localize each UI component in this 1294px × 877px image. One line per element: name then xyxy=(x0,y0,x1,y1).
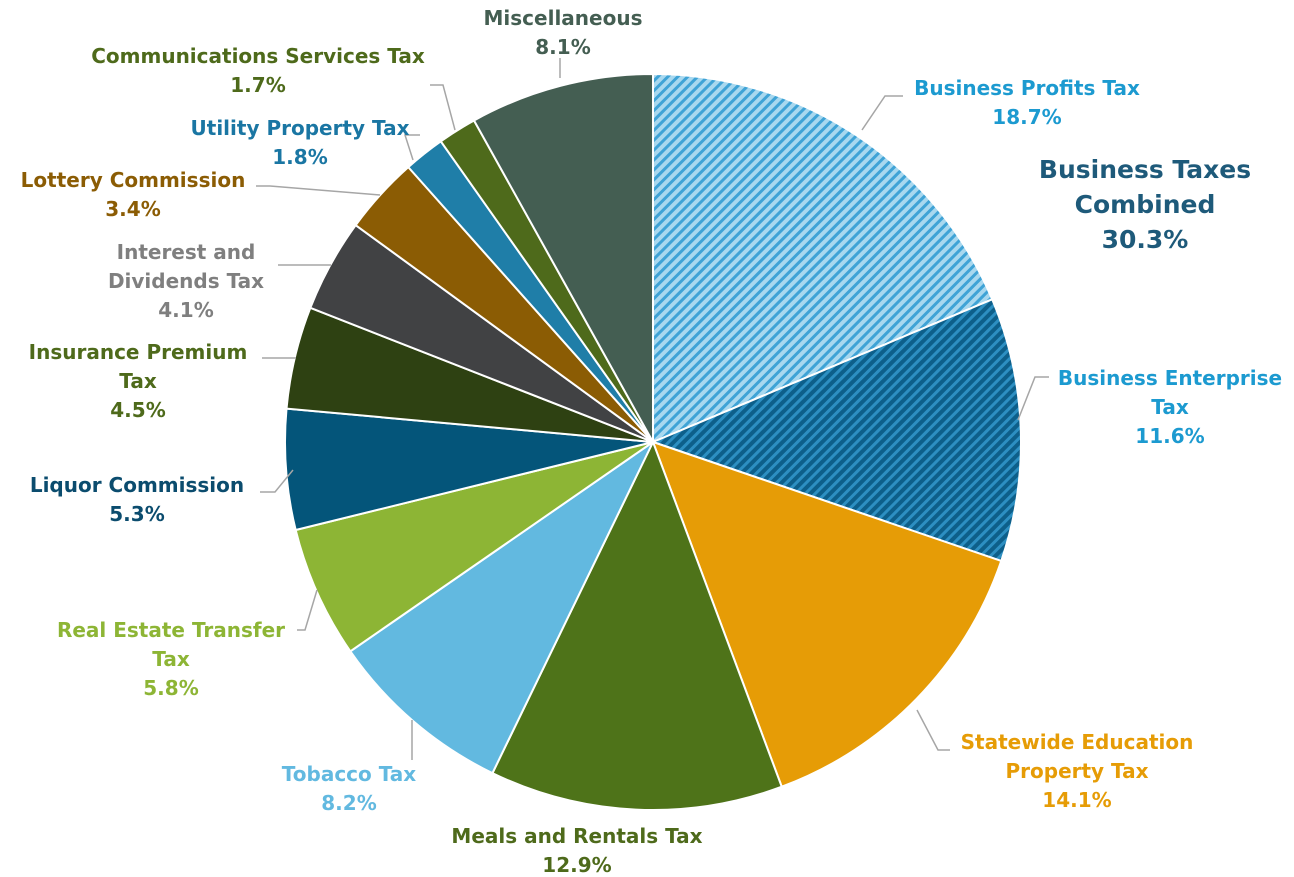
slice-label-interest-and-dividends-tax: Interest and Dividends Tax 4.1% xyxy=(108,240,264,322)
combined-annotation: Business Taxes Combined 30.3% xyxy=(1039,155,1251,254)
pie-slice-meals-and-rentals-tax xyxy=(491,439,784,811)
pie-slice-statewide-education-property-tax xyxy=(651,440,1003,789)
pie-slice-real-estate-transfer-tax xyxy=(294,441,654,653)
slice-label-miscellaneous: Miscellaneous 8.1% xyxy=(484,6,643,59)
slice-label-meals-and-rentals-tax: Meals and Rentals Tax 12.9% xyxy=(451,824,702,877)
leader-line-business-profits-tax xyxy=(861,95,903,131)
leader-line-liquor-commission xyxy=(260,469,294,493)
slice-label-business-enterprise-tax: Business Enterprise Tax 11.6% xyxy=(1058,366,1282,448)
leader-line-real-estate-transfer-tax xyxy=(297,589,318,631)
leader-line-utility-property-tax xyxy=(403,134,420,161)
pie-slice-business-profits-tax xyxy=(652,72,994,444)
leader-line-statewide-education-property-tax xyxy=(916,709,950,751)
slice-label-real-estate-transfer-tax: Real Estate Transfer Tax 5.8% xyxy=(57,618,285,700)
leader-lines xyxy=(256,58,1049,760)
slice-label-liquor-commission: Liquor Commission 5.3% xyxy=(30,473,244,526)
slice-label-business-profits-tax: Business Profits Tax 18.7% xyxy=(914,76,1140,129)
pie-slice-miscellaneous xyxy=(472,72,654,446)
slice-labels: Business Profits Tax 18.7% Business Enterp… xyxy=(21,6,1282,877)
slice-label-statewide-education-property-tax: Statewide Education Property Tax 14.1% xyxy=(961,730,1194,812)
slice-label-lottery-commission: Lottery Commission 3.4% xyxy=(21,168,246,221)
business-taxes-combined-label: Business Taxes Combined 30.3% xyxy=(1039,155,1251,254)
slice-label-communications-services-tax: Communications Services Tax 1.7% xyxy=(91,44,425,97)
leader-line-lottery-commission xyxy=(256,185,381,196)
slice-label-insurance-premium-tax: Insurance Premium Tax 4.5% xyxy=(29,340,248,422)
slices-layer xyxy=(284,72,1022,811)
pie-slice-business-enterprise-tax xyxy=(650,297,1022,563)
pie-slice-tobacco-tax xyxy=(348,439,656,775)
leader-line-business-enterprise-tax xyxy=(1017,376,1049,421)
slice-label-tobacco-tax: Tobacco Tax 8.2% xyxy=(282,762,417,815)
slice-label-utility-property-tax: Utility Property Tax 1.8% xyxy=(191,116,410,169)
leader-line-communications-services-tax xyxy=(430,84,456,131)
